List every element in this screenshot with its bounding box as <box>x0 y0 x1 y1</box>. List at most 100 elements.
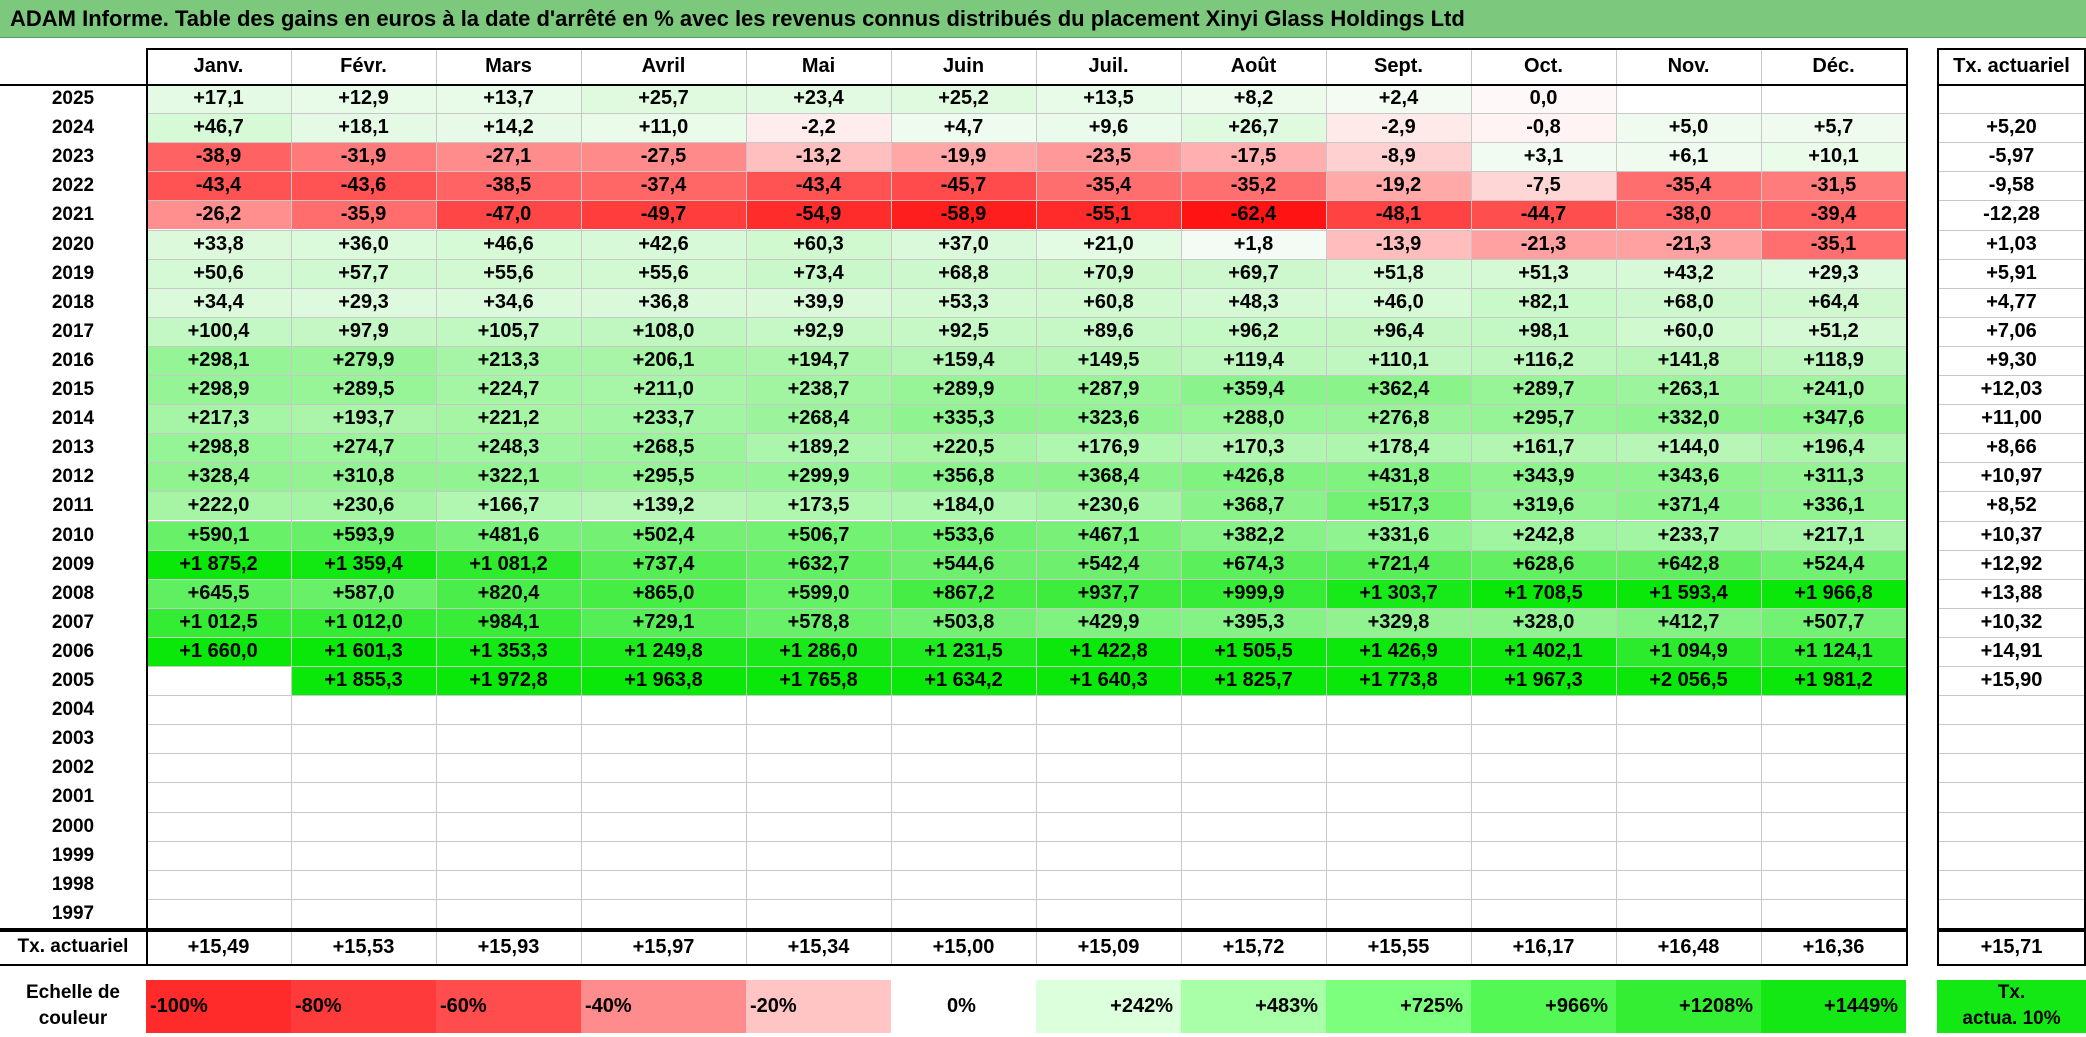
table-border <box>146 48 1906 50</box>
annual-rate-cell: +15,90 <box>1980 669 2043 691</box>
year-label: 2025 <box>51 88 95 109</box>
heatmap-cell: +599,0 <box>746 578 891 608</box>
row-divider <box>146 142 1906 144</box>
heatmap-cell: +590,1 <box>146 520 291 550</box>
row-divider <box>1937 695 2086 697</box>
row-divider <box>1937 636 2086 638</box>
heatmap-cell: +60,8 <box>1036 287 1181 317</box>
heatmap-cell: +578,8 <box>746 607 891 637</box>
annual-rate-cell: -9,58 <box>1988 174 2035 197</box>
heatmap-cell <box>1616 695 1761 725</box>
heatmap-cell: -8,9 <box>1326 142 1471 172</box>
year-label: 2020 <box>51 233 95 255</box>
heatmap-cell: +287,9 <box>1036 375 1181 405</box>
year-label: 1997 <box>51 902 95 924</box>
row-divider <box>146 607 1906 609</box>
heatmap-cell <box>1036 840 1181 870</box>
column-divider <box>1326 48 1327 964</box>
heatmap-cell <box>1761 84 1906 114</box>
title-bar: ADAM Informe. Table des gains en euros à… <box>0 0 2086 38</box>
heatmap-cell: +55,6 <box>581 258 746 288</box>
heatmap-cell: +371,4 <box>1616 491 1761 521</box>
heatmap-cell <box>1471 753 1616 783</box>
heatmap-cell: +36,0 <box>291 229 436 259</box>
heatmap-cell <box>1326 724 1471 754</box>
heatmap-cell: +100,4 <box>146 316 291 346</box>
heatmap-cell: +1 634,2 <box>891 666 1036 696</box>
heatmap-cell: +10,1 <box>1761 142 1906 172</box>
heatmap-cell: +431,8 <box>1326 462 1471 492</box>
heatmap-cell <box>1761 898 1906 928</box>
heatmap-cell <box>891 898 1036 928</box>
heatmap-cell: +230,6 <box>1036 491 1181 521</box>
heatmap-cell: +173,5 <box>746 491 891 521</box>
table-border <box>0 963 1906 966</box>
heatmap-cell: +1 353,3 <box>436 636 581 666</box>
heatmap-cell <box>1036 724 1181 754</box>
heatmap-cell: +14,2 <box>436 113 581 143</box>
row-divider <box>1937 607 2086 609</box>
heatmap-cell: +429,9 <box>1036 607 1181 637</box>
heatmap-cell: +194,7 <box>746 345 891 375</box>
heatmap-cell: +13,7 <box>436 84 581 114</box>
heatmap-cell: +161,7 <box>1471 433 1616 463</box>
heatmap-cell: +1 012,0 <box>291 607 436 637</box>
heatmap-cell: +1,8 <box>1181 229 1326 259</box>
row-divider <box>146 753 1906 755</box>
heatmap-cell <box>746 695 891 725</box>
heatmap-cell: +481,6 <box>436 520 581 550</box>
legend-annual-line2: actua. 10% <box>1962 1008 2061 1029</box>
heatmap-cell: +248,3 <box>436 433 581 463</box>
column-divider <box>1181 48 1182 964</box>
heatmap-cell <box>1761 840 1906 870</box>
heatmap-cell: +323,6 <box>1036 404 1181 434</box>
footer-annual-rate: +15,71 <box>1980 935 2043 958</box>
heatmap-cell: 0,0 <box>1471 84 1616 114</box>
heatmap-cell: +729,1 <box>581 607 746 637</box>
heatmap-cell: +542,4 <box>1036 549 1181 579</box>
heatmap-cell <box>146 869 291 899</box>
heatmap-cell: +98,1 <box>1471 316 1616 346</box>
heatmap-cell <box>891 753 1036 783</box>
heatmap-cell: +632,7 <box>746 549 891 579</box>
heatmap-cell: +544,6 <box>891 549 1036 579</box>
heatmap-cell: +82,1 <box>1471 287 1616 317</box>
heatmap-cell: +368,4 <box>1036 462 1181 492</box>
heatmap-cell: -43,4 <box>146 171 291 201</box>
heatmap-cell <box>1326 753 1471 783</box>
row-divider <box>1937 316 2086 318</box>
heatmap-cell <box>1326 811 1471 841</box>
heatmap-cell <box>146 811 291 841</box>
heatmap-cell: +29,3 <box>1761 258 1906 288</box>
heatmap-cell: -35,2 <box>1181 171 1326 201</box>
heatmap-cell: +230,6 <box>291 491 436 521</box>
heatmap-cell: +17,1 <box>146 84 291 114</box>
heatmap-cell: -31,5 <box>1761 171 1906 201</box>
row-divider <box>146 404 1906 406</box>
heatmap-cell <box>1181 695 1326 725</box>
heatmap-cell: +298,9 <box>146 375 291 405</box>
heatmap-cell: +217,1 <box>1761 520 1906 550</box>
year-label: 2015 <box>51 379 95 400</box>
annual-rate-cell: +8,52 <box>1986 494 2037 517</box>
heatmap-cell: +12,9 <box>291 84 436 114</box>
heatmap-cell: +96,2 <box>1181 316 1326 346</box>
heatmap-cell: +25,7 <box>581 84 746 114</box>
heatmap-cell: +276,8 <box>1326 404 1471 434</box>
row-divider <box>146 695 1906 697</box>
heatmap-cell: +347,6 <box>1761 404 1906 434</box>
heatmap-cell: +23,4 <box>746 84 891 114</box>
heatmap-cell <box>291 724 436 754</box>
row-divider <box>146 375 1906 376</box>
heatmap-cell: +268,5 <box>581 433 746 463</box>
heatmap-cell <box>891 695 1036 725</box>
heatmap-cell <box>1036 753 1181 783</box>
heatmap-cell: +737,4 <box>581 549 746 579</box>
heatmap-cell: +60,0 <box>1616 316 1761 346</box>
heatmap-cell: +319,6 <box>1471 491 1616 521</box>
heatmap-cell: +176,9 <box>1036 433 1181 463</box>
heatmap-cell: -31,9 <box>291 142 436 172</box>
row-divider <box>146 200 1906 202</box>
row-divider <box>1937 171 2086 173</box>
annual-rate-cell: +10,32 <box>1980 610 2043 633</box>
